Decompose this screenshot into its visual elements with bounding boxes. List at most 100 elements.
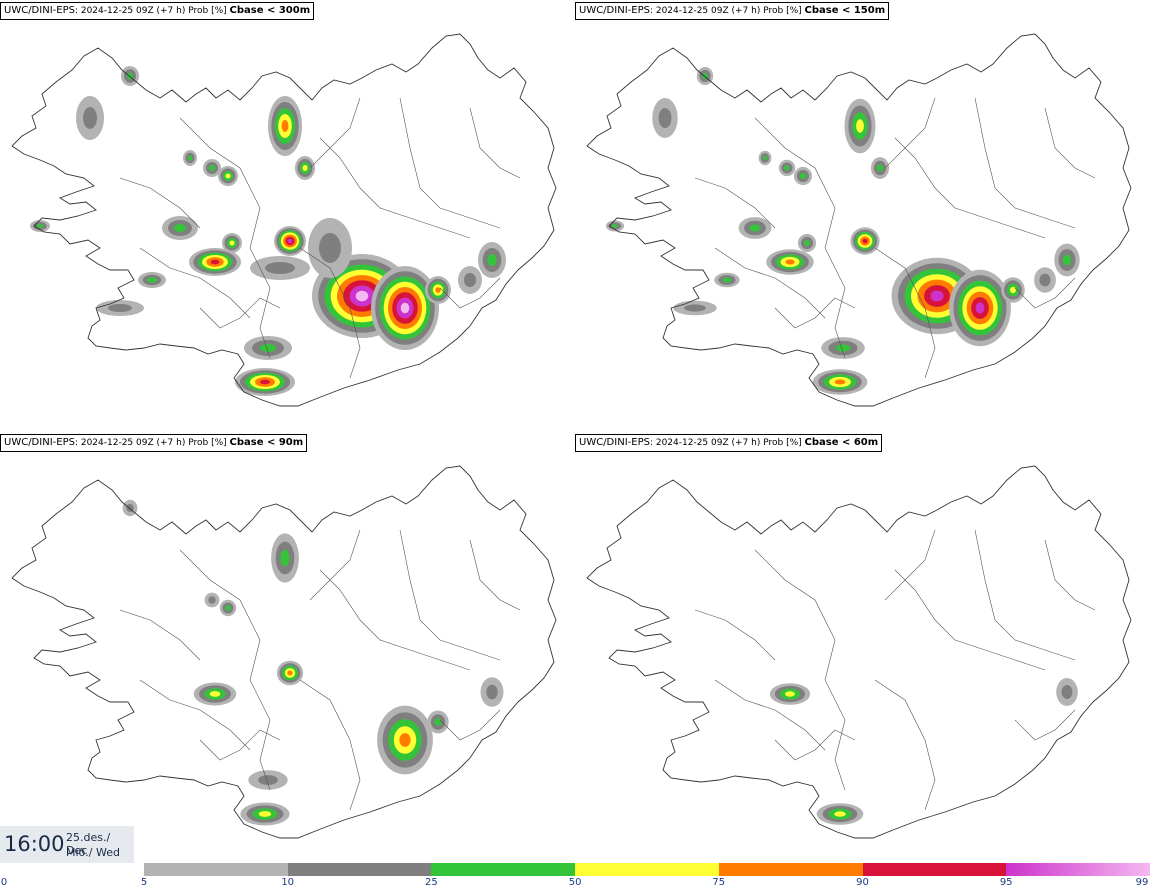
probability-contour [319,233,341,263]
iceland-map-300m [11,33,557,407]
valid-time-box: 16:00 25.des./ Dec Mið./ Wed [0,826,134,863]
probability-contour [785,691,795,697]
run-info: 2024-12-25 09Z (+7 h) Prob [%] [80,6,227,16]
region-border [694,609,776,661]
region-border [119,609,201,661]
probability-contour [749,224,761,232]
probability-contour [281,120,289,132]
probability-contour [434,718,442,726]
probability-contour [36,224,44,228]
colorbar-tick-label: 90 [856,877,869,888]
region-border [199,297,281,329]
probability-contour [280,549,290,567]
colorbar-tick-label: 95 [999,877,1013,888]
probability-contour [1039,273,1051,287]
colorbar-tick-label: 99 [1135,877,1149,888]
region-border [714,247,826,319]
region-border [299,247,361,379]
region-border [1014,709,1076,741]
region-border [139,247,251,319]
region-border [884,529,936,601]
probability-contour [355,290,369,302]
probability-contour [722,277,732,283]
probability-contour [487,254,497,266]
coastline [11,33,557,407]
colorbar-segment [431,863,576,876]
iceland-map-150m [586,33,1132,407]
colorbar-label-start: 0 [0,877,8,888]
region-border [754,549,846,791]
colorbar-tick-label: 10 [281,877,295,888]
colorbar-tick-label: 75 [712,877,726,888]
region-border [774,297,856,329]
colorbar-segment [287,863,432,876]
probability-contour [486,684,498,700]
colorbar-segment [862,863,1007,876]
region-border [894,569,1046,671]
probability-contour [209,165,215,171]
probability-contour [1062,254,1072,266]
map-panel-60m: UWC/DINI-EPS: 2024-12-25 09Z (+7 h) Prob… [575,432,1150,862]
region-border [874,679,936,811]
threshold-label: Cbase < 150m [804,5,886,16]
region-border [439,709,501,741]
region-border [299,679,361,811]
probability-contour [834,379,846,385]
probability-contour [856,119,864,133]
probability-contour [862,238,868,244]
colorbar-segment [718,863,863,876]
probability-contour [684,304,706,312]
valid-date: 25.des./ Dec [66,831,111,857]
region-border [974,529,1076,661]
run-info: 2024-12-25 09Z (+7 h) Prob [%] [655,6,802,16]
probability-contour [975,302,985,314]
probability-contour [785,259,795,265]
probability-contour [784,165,790,171]
probability-contour [225,605,231,611]
valid-time: 16:00 [4,832,65,856]
probability-contour [399,733,411,747]
region-border [774,729,856,761]
land [587,466,1131,838]
probability-colorbar [144,863,1150,876]
region-border [309,97,361,169]
coastline [586,465,1132,839]
region-border [119,177,201,229]
region-border [894,137,1046,239]
region-border [199,729,281,761]
panel-title: UWC/DINI-EPS: 2024-12-25 09Z (+7 h) Prob… [0,434,308,452]
region-border [469,107,521,179]
region-border [139,679,251,751]
coastline [586,33,1132,407]
colorbar-tick-label: 50 [568,877,582,888]
colorbar-tick-label: 5 [140,877,148,888]
colorbar-segment [1006,863,1150,876]
map-panel-90m: UWC/DINI-EPS: 2024-12-25 09Z (+7 h) Prob… [0,432,575,862]
region-border [1044,107,1096,179]
region-border [714,679,826,751]
model-name: UWC/DINI-EPS [579,5,650,16]
panel-title: UWC/DINI-EPS: 2024-12-25 09Z (+7 h) Prob… [575,434,883,452]
probability-contour [209,691,221,697]
probability-contour [174,224,186,232]
probability-contour [108,304,132,312]
probability-contour [804,240,810,246]
threshold-label: Cbase < 60m [804,437,879,448]
colorbar-tick-label: 25 [425,877,438,888]
region-border [399,97,501,229]
threshold-label: Cbase < 90m [229,437,304,448]
region-border [1044,539,1096,611]
probability-contour [400,302,410,314]
probability-contour [612,224,618,228]
probability-contour [762,155,768,161]
region-border [179,117,271,359]
probability-contour [800,173,806,179]
probability-contour [464,273,476,287]
probability-contour [229,240,235,246]
probability-contour [187,155,193,161]
probability-contour [302,165,308,171]
probability-contour [147,277,157,283]
probability-contour [658,108,672,128]
probability-contour [287,238,293,244]
probability-contour [260,379,270,385]
